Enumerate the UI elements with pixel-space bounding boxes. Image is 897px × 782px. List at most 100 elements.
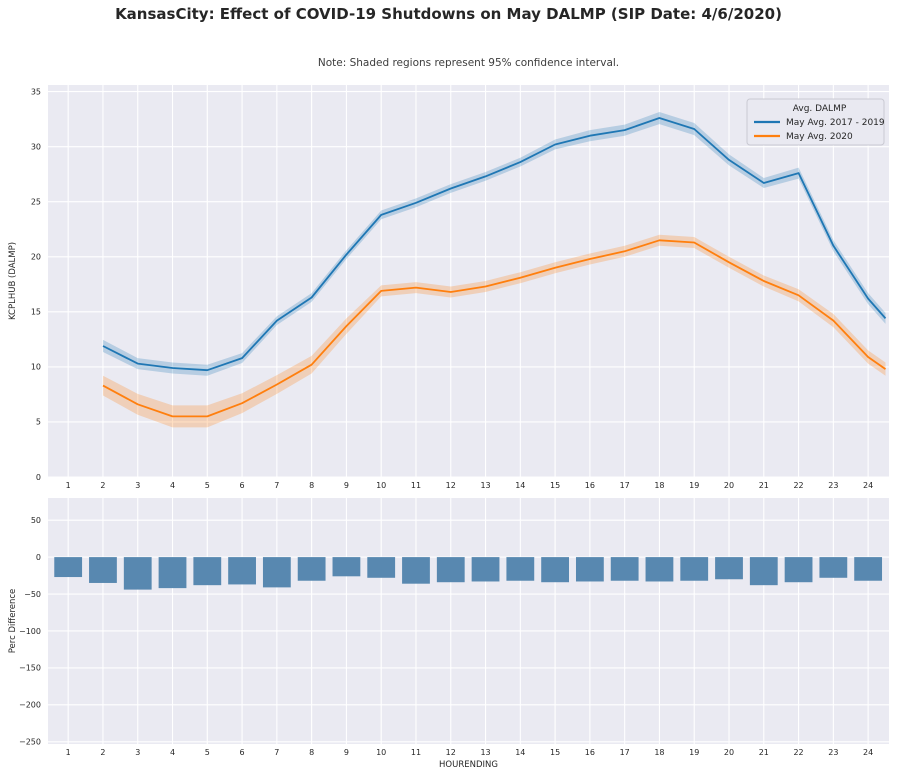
- x-tick-label: 24: [863, 748, 873, 757]
- x-tick-label: 21: [759, 481, 769, 490]
- y-tick-label: 35: [31, 87, 41, 96]
- x-tick-label: 17: [620, 481, 630, 490]
- figure-title: KansasCity: Effect of COVID-19 Shutdowns…: [115, 5, 782, 23]
- figure-note: Note: Shaded regions represent 95% confi…: [317, 57, 620, 69]
- plot-background: [48, 498, 889, 744]
- x-tick-label: 6: [240, 748, 245, 757]
- bar-hour-18: [645, 557, 674, 582]
- x-tick-label: 6: [240, 481, 245, 490]
- x-tick-label: 4: [170, 748, 175, 757]
- x-tick-label: 14: [515, 481, 525, 490]
- legend-item-label: May Avg. 2017 - 2019: [786, 118, 885, 128]
- bar-hour-11: [402, 557, 430, 584]
- y-tick-label: 15: [31, 308, 41, 317]
- x-tick-label: 18: [654, 481, 664, 490]
- x-tick-label: 12: [446, 748, 456, 757]
- y-tick-label: −50: [24, 590, 41, 599]
- x-tick-label: 17: [620, 748, 630, 757]
- x-tick-label: 13: [480, 481, 490, 490]
- bar-hour-8: [297, 557, 326, 581]
- x-tick-label: 10: [376, 481, 386, 490]
- bar-hour-3: [123, 557, 152, 590]
- bar-hour-10: [367, 557, 396, 578]
- x-tick-label: 10: [376, 748, 386, 757]
- x-tick-label: 2: [100, 481, 105, 490]
- y-tick-label: −250: [19, 738, 41, 747]
- x-tick-label: 23: [828, 481, 838, 490]
- y-tick-label: 0: [36, 473, 41, 482]
- bar-hour-12: [436, 557, 465, 583]
- y-tick-label: −100: [19, 627, 41, 636]
- bar-hour-4: [158, 557, 187, 589]
- x-tick-label: 1: [66, 481, 71, 490]
- y-axis-label-top: KCPLHUB (DALMP): [8, 242, 18, 320]
- bar-hour-6: [228, 557, 256, 585]
- x-tick-label: 12: [446, 481, 456, 490]
- y-tick-label: 0: [36, 553, 41, 562]
- bar-hour-9: [332, 557, 361, 577]
- x-tick-label: 8: [309, 748, 314, 757]
- bar-hour-7: [262, 557, 291, 588]
- legend-title: Avg. DALMP: [793, 104, 847, 114]
- x-tick-label: 9: [344, 481, 349, 490]
- bar-hour-19: [680, 557, 709, 581]
- y-tick-label: 20: [31, 253, 41, 262]
- bar-hour-1: [54, 557, 83, 578]
- x-tick-label: 24: [863, 481, 873, 490]
- x-tick-label: 18: [654, 748, 664, 757]
- x-tick-label: 16: [585, 748, 595, 757]
- bar-hour-17: [610, 557, 639, 581]
- bar-hour-5: [193, 557, 222, 586]
- x-tick-label: 3: [135, 748, 140, 757]
- x-tick-label: 7: [274, 481, 279, 490]
- y-axis-label-bottom: Perc Difference: [8, 589, 18, 654]
- x-tick-label: 22: [793, 748, 803, 757]
- x-tick-label: 15: [550, 748, 560, 757]
- y-tick-label: 5: [36, 418, 41, 427]
- x-tick-label: 16: [585, 481, 595, 490]
- x-tick-label: 11: [411, 748, 421, 757]
- x-tick-label: 3: [135, 481, 140, 490]
- x-tick-label: 14: [515, 748, 525, 757]
- x-tick-label: 13: [480, 748, 490, 757]
- ci-band-may-avg-2020: [103, 234, 886, 428]
- y-tick-label: 10: [31, 363, 41, 372]
- ci-band-may-avg-2017-2019: [103, 112, 886, 376]
- bar-hour-15: [541, 557, 570, 583]
- x-tick-label: 19: [689, 748, 699, 757]
- bar-hour-2: [89, 557, 117, 583]
- x-tick-label: 7: [274, 748, 279, 757]
- x-tick-label: 22: [793, 481, 803, 490]
- y-tick-label: −150: [19, 664, 41, 673]
- y-tick-label: −200: [19, 701, 41, 710]
- x-tick-label: 4: [170, 481, 175, 490]
- y-tick-label: 25: [31, 198, 41, 207]
- line-may-avg-2020: [102, 239, 887, 418]
- x-tick-label: 5: [205, 748, 210, 757]
- x-tick-label: 11: [411, 481, 421, 490]
- y-tick-label: 50: [31, 516, 41, 525]
- x-tick-label: 2: [100, 748, 105, 757]
- legend: [746, 98, 885, 146]
- bar-hour-14: [506, 557, 535, 581]
- y-tick-label: 30: [31, 142, 41, 151]
- x-tick-label: 15: [550, 481, 560, 490]
- bar-hour-20: [715, 557, 743, 580]
- legend-item-label: May Avg. 2020: [786, 132, 853, 142]
- x-tick-label: 20: [724, 481, 734, 490]
- bar-hour-16: [575, 557, 604, 582]
- bar-hour-22: [784, 557, 813, 583]
- x-tick-label: 21: [759, 748, 769, 757]
- bar-hour-21: [749, 557, 778, 586]
- bar-hour-13: [471, 557, 500, 582]
- x-tick-label: 1: [66, 748, 71, 757]
- x-tick-label: 23: [828, 748, 838, 757]
- x-tick-label: 9: [344, 748, 349, 757]
- line-may-avg-2017-2019: [102, 117, 887, 372]
- x-tick-label: 8: [309, 481, 314, 490]
- bar-hour-24: [854, 557, 883, 581]
- x-tick-label: 5: [205, 481, 210, 490]
- bar-hour-23: [819, 557, 848, 578]
